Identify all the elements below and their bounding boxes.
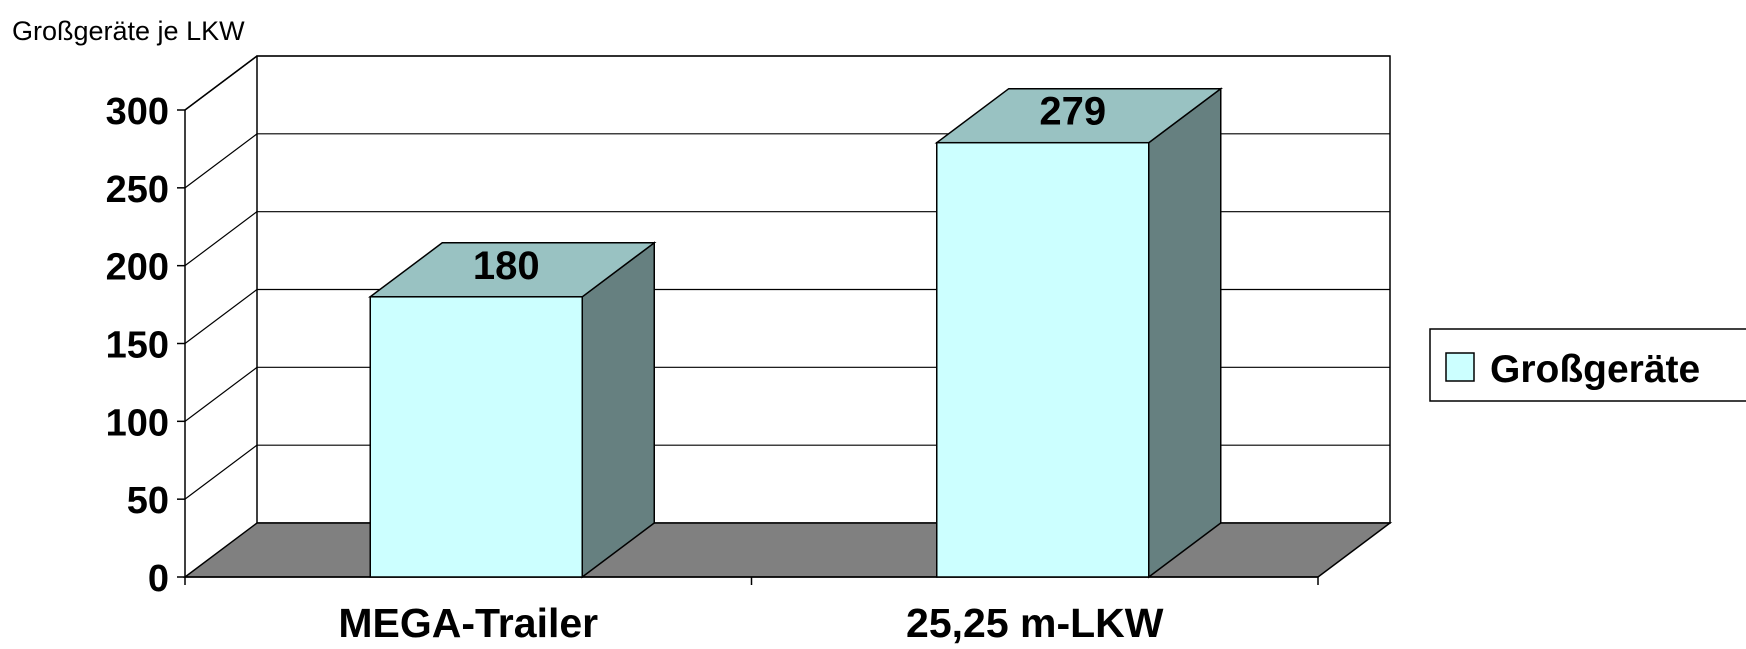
legend-box <box>1429 328 1746 402</box>
x-category-label: 25,25 m-LKW <box>906 600 1164 646</box>
legend-label: Großgeräte <box>1490 348 1700 391</box>
bar-side <box>1148 87 1222 579</box>
bar-front <box>936 141 1150 578</box>
y-tick-label: 0 <box>148 558 169 600</box>
data-labels: 180 279 <box>473 90 1106 288</box>
y-axis-ticks: 0 50 100 150 200 250 300 <box>106 91 185 600</box>
bar-2 <box>934 87 1223 579</box>
legend: Großgeräte <box>1429 328 1746 402</box>
bar-front <box>369 296 583 578</box>
legend-swatch <box>1445 352 1475 382</box>
y-tick-label: 50 <box>127 480 169 522</box>
y-tick-label: 250 <box>106 169 169 211</box>
y-tick-label: 300 <box>106 91 169 133</box>
y-tick-label: 100 <box>106 402 169 444</box>
bars <box>367 87 1223 579</box>
gridline-side <box>184 55 258 111</box>
x-axis-categories: MEGA-Trailer 25,25 m-LKW <box>338 600 1163 646</box>
y-axis-title: Großgeräte je LKW <box>12 16 245 46</box>
data-label: 279 <box>1039 90 1106 134</box>
y-tick-label: 200 <box>106 247 169 289</box>
gridline-side <box>184 211 258 267</box>
gridline-side <box>184 289 258 344</box>
gridline-side <box>184 444 258 500</box>
bar-side <box>581 241 655 579</box>
gridline-side <box>184 366 258 422</box>
data-label: 180 <box>473 244 540 288</box>
y-tick-label: 150 <box>106 325 169 367</box>
gridline-side <box>184 133 258 189</box>
x-category-label: MEGA-Trailer <box>338 600 598 646</box>
bar-1 <box>367 241 657 579</box>
